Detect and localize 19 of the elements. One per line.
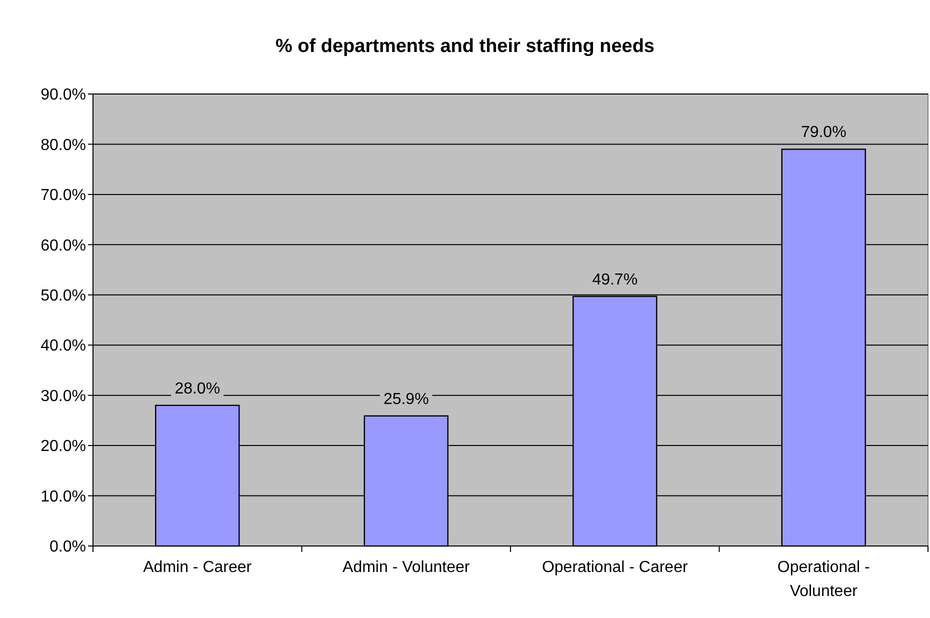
y-tick-label: 80.0% [40, 136, 86, 154]
chart-title: % of departments and their staffing needs [276, 36, 654, 57]
y-tick-label: 50.0% [40, 287, 86, 304]
y-tick-label: 40.0% [40, 338, 86, 355]
y-tick-label: 30.0% [40, 388, 86, 405]
y-tick-label: 20.0% [40, 438, 86, 456]
y-tick-label: 70.0% [40, 187, 86, 204]
data-label: 28.0% [174, 380, 220, 398]
x-tick-label: Operational - Career [542, 559, 688, 576]
y-tick-label: 60.0% [40, 237, 86, 254]
data-label: 25.9% [383, 390, 429, 408]
data-label: 49.7% [592, 271, 638, 288]
y-tick-label: 90.0% [40, 86, 86, 104]
y-tick-label: 10.0% [40, 488, 86, 506]
data-label: 79.0% [800, 124, 846, 142]
x-tick-label: Admin - Volunteer [342, 559, 470, 576]
x-tick-label: Admin - Career [143, 559, 252, 576]
y-tick-label: 0.0% [50, 538, 86, 556]
x-tick-label: Operational - Volunteer [777, 559, 870, 600]
